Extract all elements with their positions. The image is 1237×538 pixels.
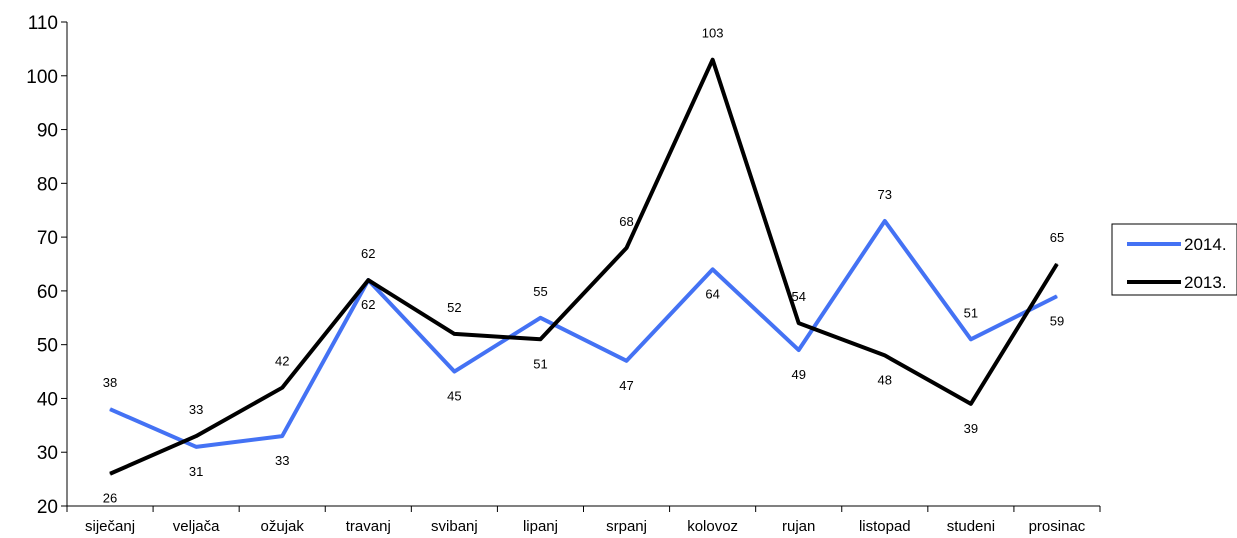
data-labels: 38 26 33 31 42 33 62 62 52 45 55 51 68 47 103 64 54 49 73 4… — [103, 26, 1064, 506]
data-label: 52 — [447, 300, 461, 315]
data-point — [195, 435, 197, 437]
data-point — [453, 333, 455, 335]
x-tick-label: ožujak — [261, 518, 305, 535]
y-tick-label: 60 — [37, 282, 58, 303]
data-point — [712, 59, 714, 61]
y-tick-label: 50 — [37, 336, 58, 357]
data-label: 51 — [533, 356, 547, 371]
data-label: 42 — [275, 354, 289, 369]
data-point — [539, 317, 541, 319]
data-label: 51 — [964, 305, 978, 320]
x-tick-label: studeni — [947, 518, 995, 535]
data-point — [109, 408, 111, 410]
series-lines — [109, 57, 1059, 476]
y-tick-label: 20 — [37, 497, 58, 518]
y-tick-label: 80 — [37, 174, 58, 195]
data-point — [970, 403, 972, 405]
data-point — [798, 349, 800, 351]
data-point — [798, 322, 800, 324]
data-label: 62 — [361, 246, 375, 261]
x-tick-label: listopad — [859, 518, 911, 535]
data-point — [281, 435, 283, 437]
data-label: 64 — [705, 286, 719, 301]
data-point — [453, 371, 455, 373]
data-point — [539, 338, 541, 340]
y-axis: 20 30 40 50 60 70 80 90 100 110 — [26, 13, 68, 518]
data-label: 33 — [275, 453, 289, 468]
data-label: 103 — [702, 26, 724, 41]
data-point — [884, 354, 886, 356]
y-tick-label: 30 — [37, 443, 58, 464]
x-tick-label: travanj — [346, 518, 391, 535]
data-label: 33 — [189, 402, 203, 417]
data-point — [626, 360, 628, 362]
y-tick-label: 100 — [26, 67, 58, 88]
x-tick-label: kolovoz — [687, 518, 738, 535]
data-label: 62 — [361, 297, 375, 312]
legend-label: 2014. — [1184, 235, 1227, 254]
y-tick-label: 90 — [37, 121, 58, 142]
legend: 2014. 2013. — [1111, 223, 1237, 296]
data-label: 54 — [791, 289, 805, 304]
series-line-0 — [109, 218, 1058, 449]
x-tick-label: veljača — [173, 518, 220, 535]
data-label: 49 — [791, 367, 805, 382]
x-tick-label: prosinac — [1029, 518, 1086, 535]
data-label: 31 — [189, 464, 203, 479]
data-point — [109, 473, 111, 475]
x-axis: siječanj veljača ožujak travanj svibanj lipan… — [66, 505, 1101, 535]
data-point — [281, 387, 283, 389]
data-label: 39 — [964, 421, 978, 436]
data-point — [1056, 263, 1058, 265]
data-label: 26 — [103, 491, 117, 506]
x-tick-label: lipanj — [523, 518, 558, 535]
x-tick-label: rujan — [782, 518, 815, 535]
x-tick-label: srpanj — [606, 518, 647, 535]
y-tick-label: 110 — [28, 13, 58, 34]
data-label: 73 — [878, 187, 892, 202]
series-line-1 — [109, 57, 1059, 476]
data-label: 47 — [619, 378, 633, 393]
legend-label: 2013. — [1184, 273, 1227, 292]
data-label: 65 — [1050, 230, 1064, 245]
data-point — [1056, 295, 1058, 297]
data-label: 55 — [533, 284, 547, 299]
data-label: 59 — [1050, 313, 1064, 328]
data-point — [970, 338, 972, 340]
y-tick-label: 70 — [37, 228, 58, 249]
data-point — [367, 279, 369, 281]
y-tick-label: 40 — [37, 389, 58, 410]
x-tick-label: siječanj — [85, 518, 135, 535]
data-point — [712, 268, 714, 270]
data-point — [626, 247, 628, 249]
data-point — [884, 220, 886, 222]
data-label: 68 — [619, 214, 633, 229]
x-tick-label: svibanj — [431, 518, 478, 535]
data-label: 38 — [103, 375, 117, 390]
data-label: 45 — [447, 389, 461, 404]
data-point — [195, 446, 197, 448]
data-label: 48 — [878, 372, 892, 387]
